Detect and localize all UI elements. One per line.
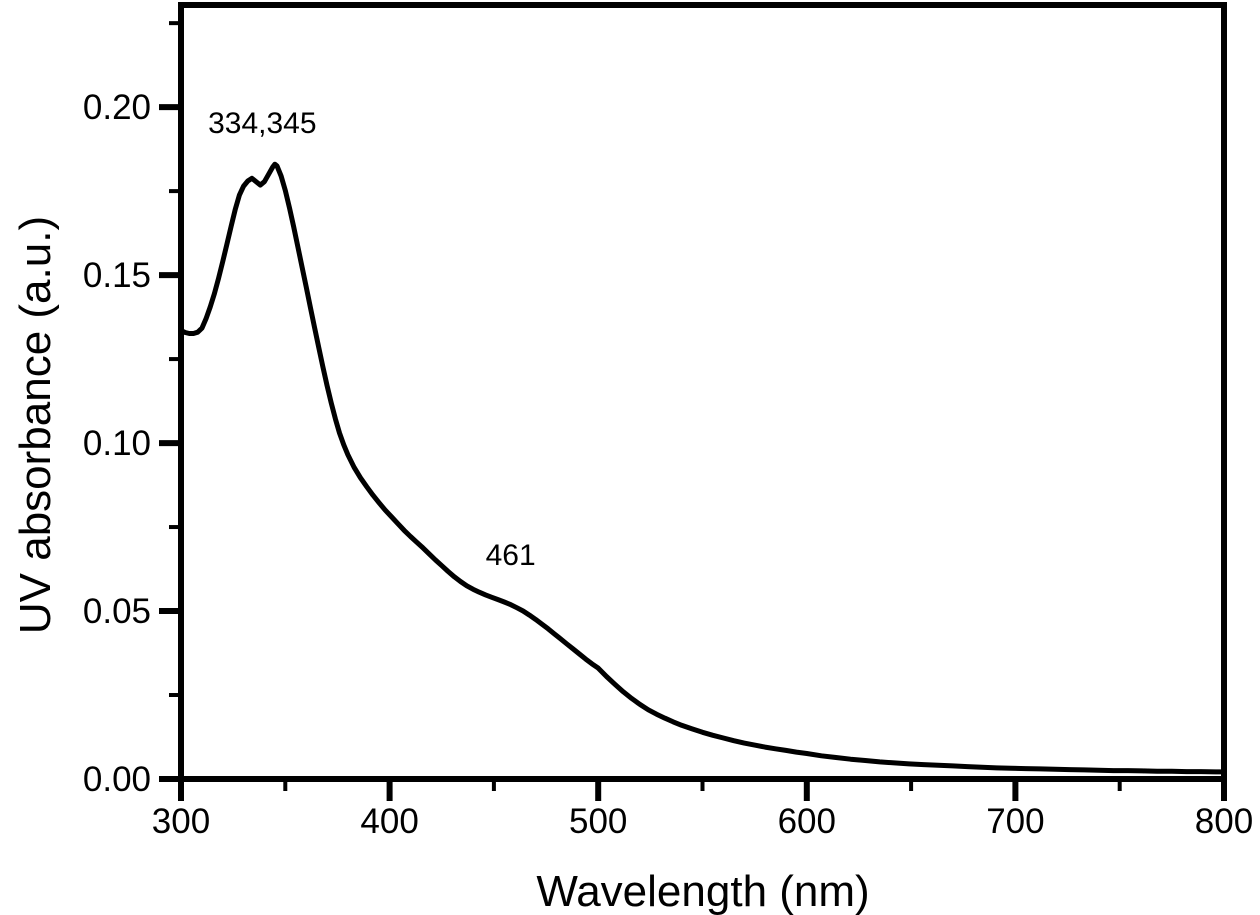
shoulder-annotation: 461 <box>486 539 536 572</box>
x-tick-label: 600 <box>778 802 836 841</box>
series-layer <box>178 161 1227 775</box>
x-tick-label: 400 <box>360 802 418 841</box>
y-tick-label: 0.05 <box>83 592 151 631</box>
axes-layer: 300 400 500 600 700 800 0.00 0.05 0.10 0.15 0.20 <box>83 2 1253 841</box>
y-tick-label: 0.00 <box>83 760 151 799</box>
y-axis-title: UV absorbance (a.u.) <box>11 216 60 634</box>
x-axis-title: Wavelength (nm) <box>536 867 869 915</box>
spectrum-curve <box>178 161 1227 775</box>
y-tick-label: 0.10 <box>83 424 151 463</box>
peak-annotation: 334,345 <box>208 107 316 140</box>
y-tick-label: 0.20 <box>83 88 151 127</box>
plot-frame <box>178 2 1227 782</box>
x-tick-label: 700 <box>986 802 1044 841</box>
x-tick-label: 800 <box>1195 802 1253 841</box>
y-tick-label: 0.15 <box>83 256 151 295</box>
x-tick-label: 300 <box>152 802 210 841</box>
x-tick-label: 500 <box>569 802 627 841</box>
